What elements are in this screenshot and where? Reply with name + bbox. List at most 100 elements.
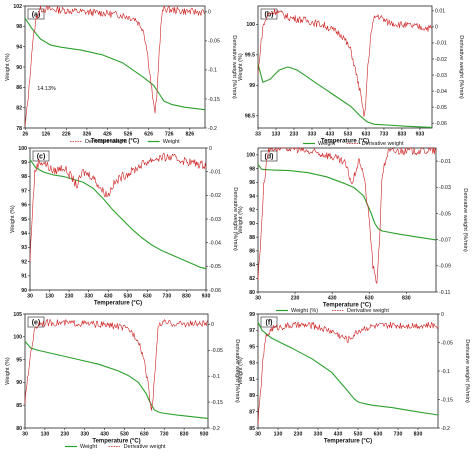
y-right-tick-label: -0.1	[211, 374, 220, 380]
y-left-axis-label: Weight (%)	[238, 357, 244, 385]
panel-2: 30 130 230 330 430 530 630 730 830 930 90 91 92 93 94 9…	[10, 139, 238, 307]
plot-frame	[29, 147, 207, 291]
y-right-tick-label: -0.15	[211, 400, 223, 406]
panel-5: 30 130 230 330 430 530 630 730 830 85 87 89 91 93 95 97…	[238, 308, 470, 445]
plot-frame	[257, 5, 433, 129]
y-left-tick-label: 78	[16, 126, 22, 132]
y-right-tick-label: -0.05	[441, 340, 453, 346]
y-right-tick-label: -0.11	[439, 290, 451, 296]
y-left-tick-label: 84	[249, 262, 255, 268]
y-right-tick-label: -0.01	[439, 159, 451, 165]
y-left-axis-label: Weight (%)	[238, 53, 244, 81]
x-tick-label: 830	[182, 294, 191, 300]
legend-label: Weight	[80, 444, 97, 450]
y-right-tick-label: -0.02	[435, 57, 447, 63]
x-tick-label: 233	[290, 132, 299, 138]
y-left-tick-label: 93	[21, 245, 27, 251]
derivative-line	[29, 152, 207, 262]
y-left-tick-label: 100	[18, 146, 27, 152]
y-left-tick-label: 99	[249, 312, 255, 318]
y-right-tick-label: -0.05	[209, 264, 221, 270]
y-right-tick-label: -0.04	[209, 240, 221, 246]
derivative-line	[257, 321, 439, 426]
y-right-axis-label: Derivative weight (%/min)	[458, 35, 464, 99]
x-tick-label: 326	[83, 132, 92, 138]
x-tick-label: 133	[272, 132, 281, 138]
legend-label: Derivative weight	[124, 444, 166, 450]
y-left-tick-label: 98.5	[245, 114, 255, 120]
y-right-tick-label: 0	[435, 25, 438, 31]
y-left-tick-label: 82	[249, 276, 255, 282]
y-left-tick-label: 80	[16, 426, 22, 432]
x-tick-label: 126	[41, 132, 50, 138]
weight-line	[257, 164, 437, 241]
derivative-line	[257, 147, 437, 284]
y-left-tick-label: 90	[16, 380, 22, 386]
x-tick-label: 826	[185, 132, 194, 138]
x-tick-label: 226	[62, 132, 71, 138]
x-axis-label: Temperature (°C)	[323, 303, 371, 309]
y-right-tick-label: -0.06	[435, 121, 447, 127]
x-axis-label: Temperature (°C)	[92, 439, 140, 445]
y-left-tick-label: 85	[249, 426, 255, 432]
x-tick-label: 830	[402, 296, 411, 302]
x-tick-label: 433	[326, 132, 335, 138]
x-tick-label: 530	[354, 432, 363, 438]
x-tick-label: 430	[104, 294, 113, 300]
x-tick-label: 430	[100, 432, 109, 438]
x-tick-label: 830	[414, 432, 423, 438]
annotation-label: 14.13%	[37, 86, 56, 92]
y-left-tick-label: 99	[21, 160, 27, 166]
legend-label: Weight	[163, 139, 180, 145]
y-right-axis-label: Derivative weight (%/min)	[231, 35, 237, 99]
y-left-tick-label: 98	[249, 166, 255, 172]
y-left-tick-label: 102	[13, 4, 22, 10]
y-left-tick-label: 99.5	[245, 53, 255, 59]
panel-tag: (a)	[32, 12, 41, 19]
y-left-tick-label: 86	[16, 85, 22, 91]
y-right-tick-label: -0.03	[209, 217, 221, 223]
y-right-tick-label: -0.2	[211, 426, 220, 432]
y-left-tick-label: 91	[21, 274, 27, 280]
x-tick-label: 130	[274, 432, 283, 438]
y-right-tick-label: -0.01	[209, 169, 221, 175]
y-right-tick-label: -0.09	[439, 264, 451, 270]
x-tick-label: 530	[120, 432, 129, 438]
y-right-tick-label: -0.2	[208, 126, 217, 132]
y-right-axis-label: Derivative weight (%/min)	[232, 187, 238, 251]
plot-frame	[257, 147, 437, 293]
y-left-axis-label: Weight (%)	[10, 205, 16, 233]
y-right-tick-label: -0.05	[211, 348, 223, 354]
y-left-tick-label: 94	[249, 194, 255, 200]
x-axis-label: Temperature (°C)	[91, 139, 139, 145]
derivative-line	[24, 5, 206, 127]
y-left-tick-label: 100	[13, 335, 22, 341]
y-right-axis-label: Derivative weight (%/min)	[462, 188, 468, 252]
x-tick-label: 230	[60, 432, 69, 438]
plot-frame	[24, 5, 206, 129]
x-tick-label: 930	[200, 432, 209, 438]
derivative-line	[257, 8, 433, 117]
y-right-tick-label: -0.07	[439, 237, 451, 243]
y-left-tick-label: 100	[246, 22, 255, 28]
weight-line	[24, 17, 206, 111]
y-left-tick-label: 97	[21, 188, 27, 194]
panel-tag: (d)	[265, 154, 274, 161]
y-right-tick-label: -0.03	[435, 73, 447, 79]
y-left-tick-label: 92	[21, 259, 27, 265]
x-tick-label: 633	[362, 132, 371, 138]
panel-0: 26 126 226 326 426 526 626 726 826 78 82 86 90 94 98 10…	[5, 4, 237, 145]
y-left-tick-label: 87	[249, 410, 255, 416]
x-axis-label: Temperature (°C)	[321, 139, 369, 145]
y-right-tick-label: -0.05	[439, 211, 451, 217]
y-right-tick-label: -0.06	[209, 288, 221, 294]
legend-label: Derivative weight	[85, 139, 127, 145]
y-right-axis-label: Derivative weight (%/min)	[464, 339, 470, 403]
y-left-axis-label: Weight (%)	[238, 206, 244, 234]
y-left-tick-label: 95	[249, 344, 255, 350]
y-left-tick-label: 86	[249, 249, 255, 255]
panel-tag: (c)	[37, 154, 46, 161]
x-axis-label: Temperature (°C)	[324, 439, 372, 445]
x-tick-label: 330	[314, 432, 323, 438]
x-tick-label: 630	[143, 294, 152, 300]
